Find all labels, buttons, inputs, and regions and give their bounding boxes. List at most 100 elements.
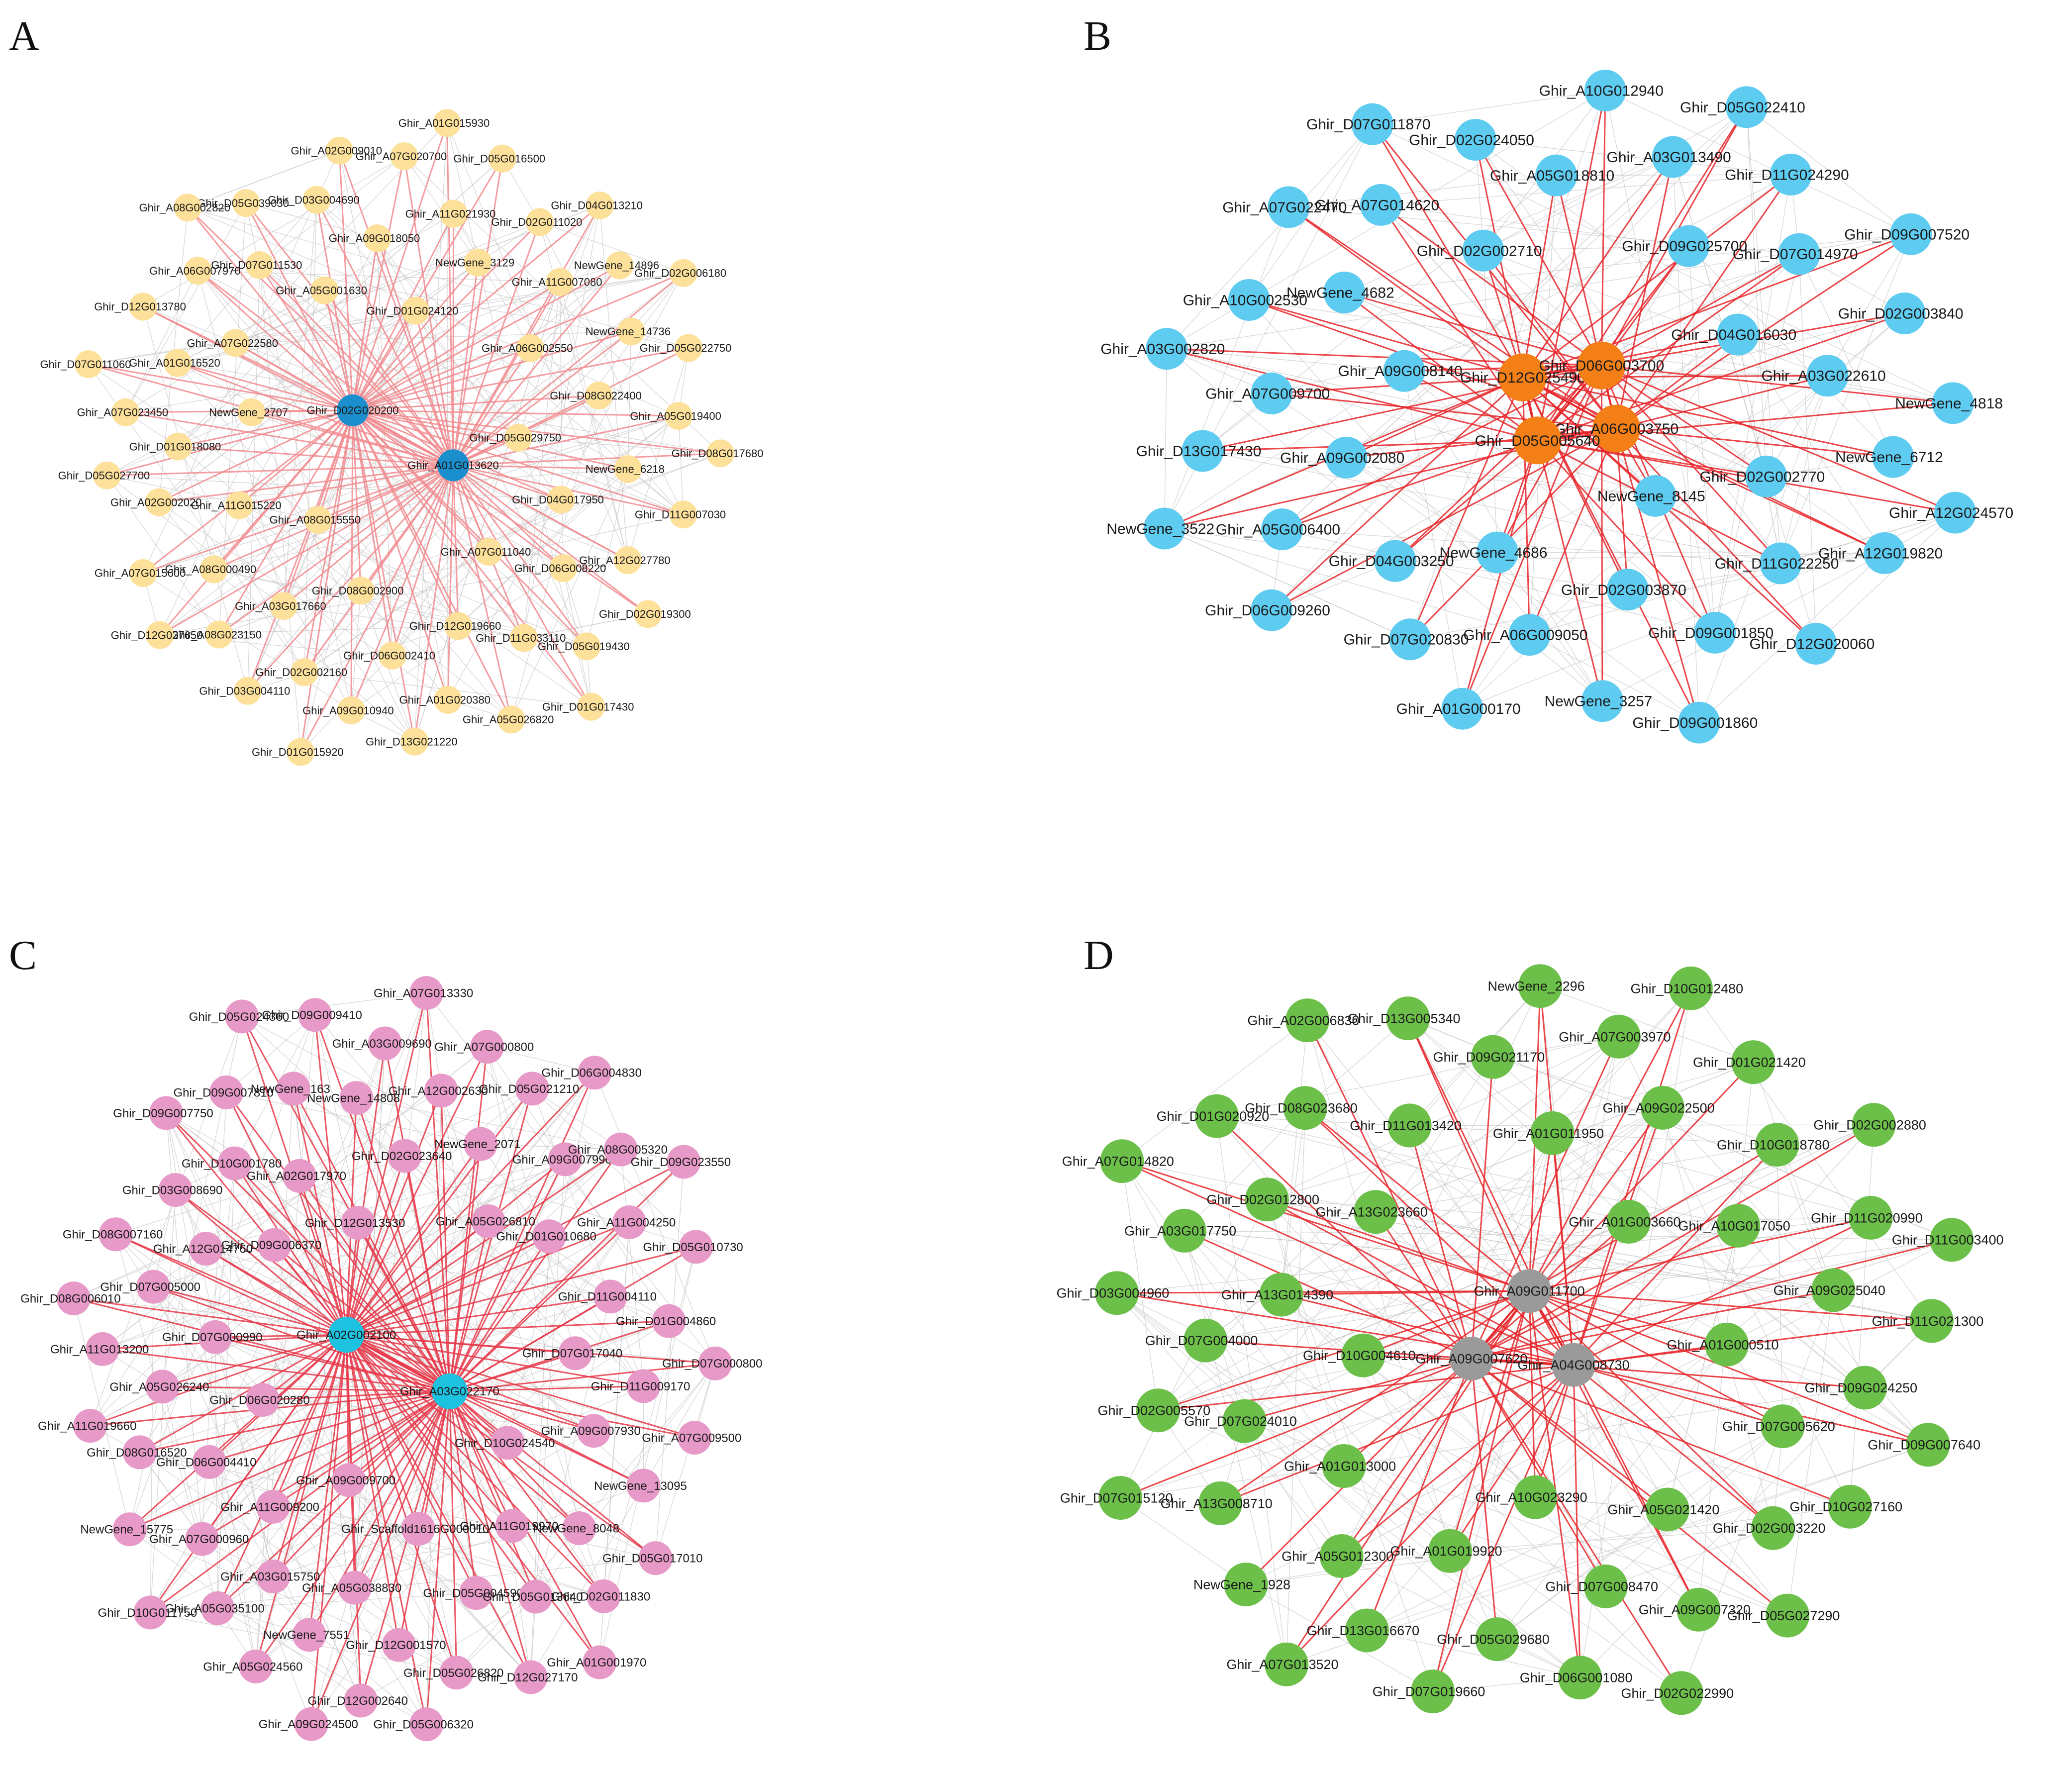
hub-edge bbox=[352, 410, 449, 700]
gene-node: Ghir_D12G019660 bbox=[409, 612, 501, 640]
gene-node-label: Ghir_A05G019400 bbox=[630, 410, 721, 422]
background-edge bbox=[1267, 1036, 1619, 1200]
gene-node: Ghir_D02G002710 bbox=[1417, 229, 1542, 272]
gene-node-circle bbox=[1930, 1218, 1974, 1262]
hub-edge bbox=[1528, 1133, 1553, 1291]
hub-edge bbox=[215, 1334, 347, 1338]
gene-node-label: Ghir_D07G011060 bbox=[40, 358, 131, 371]
background-edge bbox=[262, 1149, 621, 1400]
gene-node-label: Ghir_D12G013530 bbox=[305, 1216, 405, 1230]
gene-node-circle bbox=[344, 1683, 378, 1718]
gene-node-label: Ghir_D10G024540 bbox=[455, 1437, 555, 1450]
gene-node-label: Ghir_D02G011830 bbox=[551, 1590, 650, 1603]
gene-node-label: Ghir_A10G012940 bbox=[1539, 83, 1664, 99]
gene-node-label: Ghir_D07G024010 bbox=[1184, 1414, 1297, 1429]
gene-node-label: Ghir_D02G002710 bbox=[1417, 243, 1542, 259]
gene-node-circle bbox=[1428, 1529, 1472, 1573]
background-edge bbox=[1662, 1107, 1774, 1528]
background-edge bbox=[1766, 234, 1911, 477]
gene-node: Ghir_D07G008470 bbox=[1545, 1564, 1658, 1608]
hub-edge bbox=[449, 1391, 513, 1527]
hub-edge bbox=[352, 409, 524, 639]
gene-node-label: Ghir_D05G029750 bbox=[469, 432, 561, 444]
background-edge bbox=[247, 310, 416, 691]
background-edge bbox=[511, 1526, 600, 1663]
gene-node: Ghir_A11G015220 bbox=[191, 491, 282, 519]
gene-node: Ghir_D04G013210 bbox=[551, 191, 643, 219]
hub-node-label: Ghir_D02G020200 bbox=[307, 404, 399, 416]
gene-node-circle bbox=[549, 554, 578, 583]
hub-node: Ghir_A03G022170 bbox=[400, 1373, 499, 1409]
hub-edge bbox=[1394, 365, 1602, 562]
gene-node-label: Ghir_D11G021300 bbox=[1872, 1314, 1984, 1329]
hub-edge bbox=[453, 452, 721, 466]
background-edge bbox=[415, 273, 684, 311]
hub-node-label: Ghir_A09G007620 bbox=[1415, 1352, 1527, 1367]
gene-node-circle bbox=[363, 224, 392, 253]
hub-node-circle bbox=[1592, 404, 1641, 453]
gene-node: Ghir_D08G016520 bbox=[87, 1435, 187, 1470]
hub-node-circle bbox=[1513, 416, 1562, 465]
gene-node-label: Ghir_A13G008710 bbox=[1161, 1496, 1273, 1511]
gene-node-circle bbox=[547, 486, 575, 514]
gene-node: Ghir_D06G002410 bbox=[343, 641, 435, 670]
gene-node-label: Ghir_D13G017430 bbox=[1136, 443, 1262, 460]
gene-node: Ghir_A08G015550 bbox=[270, 505, 361, 534]
gene-node: Ghir_D05G022750 bbox=[640, 334, 731, 362]
gene-node-label: Ghir_A09G022500 bbox=[1602, 1100, 1714, 1115]
gene-node-label: Ghir_D07G017040 bbox=[522, 1347, 622, 1361]
background-edge bbox=[1780, 512, 1956, 564]
gene-node-circle bbox=[605, 251, 634, 280]
background-edge bbox=[115, 1234, 427, 1725]
gene-node-circle bbox=[174, 194, 202, 222]
gene-node-circle bbox=[439, 1656, 474, 1690]
gene-node-label: Ghir_D04G016030 bbox=[1671, 327, 1796, 343]
background-edge bbox=[1120, 1107, 1663, 1498]
background-edge bbox=[1602, 553, 1885, 701]
gene-node-circle bbox=[518, 1579, 553, 1614]
background-edge bbox=[518, 437, 721, 454]
background-edge bbox=[1552, 988, 1691, 1134]
gene-node-label: Ghir_D10G001780 bbox=[182, 1157, 282, 1171]
hub-edge bbox=[1615, 428, 1629, 590]
hub-edge bbox=[316, 199, 354, 410]
gene-node-circle bbox=[1716, 1203, 1761, 1248]
gene-node-label: Ghir_D06G020280 bbox=[209, 1393, 309, 1407]
gene-node-label: Ghir_D06G009260 bbox=[1205, 602, 1330, 619]
hub-edge bbox=[352, 409, 721, 454]
background-edge bbox=[1346, 457, 1699, 723]
gene-node-label: Ghir_D02G012800 bbox=[1206, 1192, 1319, 1207]
background-edge bbox=[1475, 139, 1791, 175]
gene-node: Ghir_D05G013640 bbox=[483, 1579, 583, 1614]
background-edge bbox=[1737, 334, 1885, 554]
gene-node-circle bbox=[573, 632, 601, 661]
background-edge bbox=[187, 207, 679, 416]
background-edge bbox=[1529, 175, 1557, 635]
gene-node-label: Ghir_D10G027160 bbox=[1789, 1499, 1902, 1514]
gene-node-label: NewGene_13095 bbox=[594, 1479, 687, 1493]
gene-node: Ghir_A05G001630 bbox=[276, 276, 367, 304]
gene-node: Ghir_D09G006370 bbox=[221, 1228, 321, 1262]
hub-edge bbox=[1601, 365, 1781, 564]
hub-edge bbox=[1573, 1217, 1872, 1366]
gene-node-label: Ghir_D02G023640 bbox=[352, 1150, 452, 1163]
hub-edge bbox=[150, 1334, 347, 1613]
background-edge bbox=[1271, 393, 1498, 553]
background-edge bbox=[446, 123, 479, 263]
hub-edge bbox=[345, 1143, 482, 1336]
gene-node: Ghir_D11G024290 bbox=[1725, 153, 1849, 196]
gene-node-circle bbox=[332, 1463, 366, 1497]
gene-node-label: Ghir_A09G025040 bbox=[1774, 1283, 1885, 1298]
background-edge bbox=[304, 199, 317, 673]
hub-edge bbox=[1407, 1018, 1575, 1366]
gene-node-circle bbox=[1751, 1506, 1795, 1550]
gene-node-circle bbox=[382, 1628, 416, 1662]
gene-node-circle bbox=[129, 559, 157, 587]
gene-node: Ghir_D05G004590 bbox=[423, 1576, 523, 1610]
gene-node: Ghir_A05G018810 bbox=[1490, 154, 1614, 196]
gene-node-circle bbox=[74, 350, 102, 379]
background-edge bbox=[1246, 1584, 1433, 1692]
gene-node: Ghir_A11G013200 bbox=[50, 1332, 149, 1366]
gene-node-circle bbox=[217, 1146, 252, 1180]
gene-node-label: Ghir_A10G017050 bbox=[1678, 1218, 1790, 1233]
